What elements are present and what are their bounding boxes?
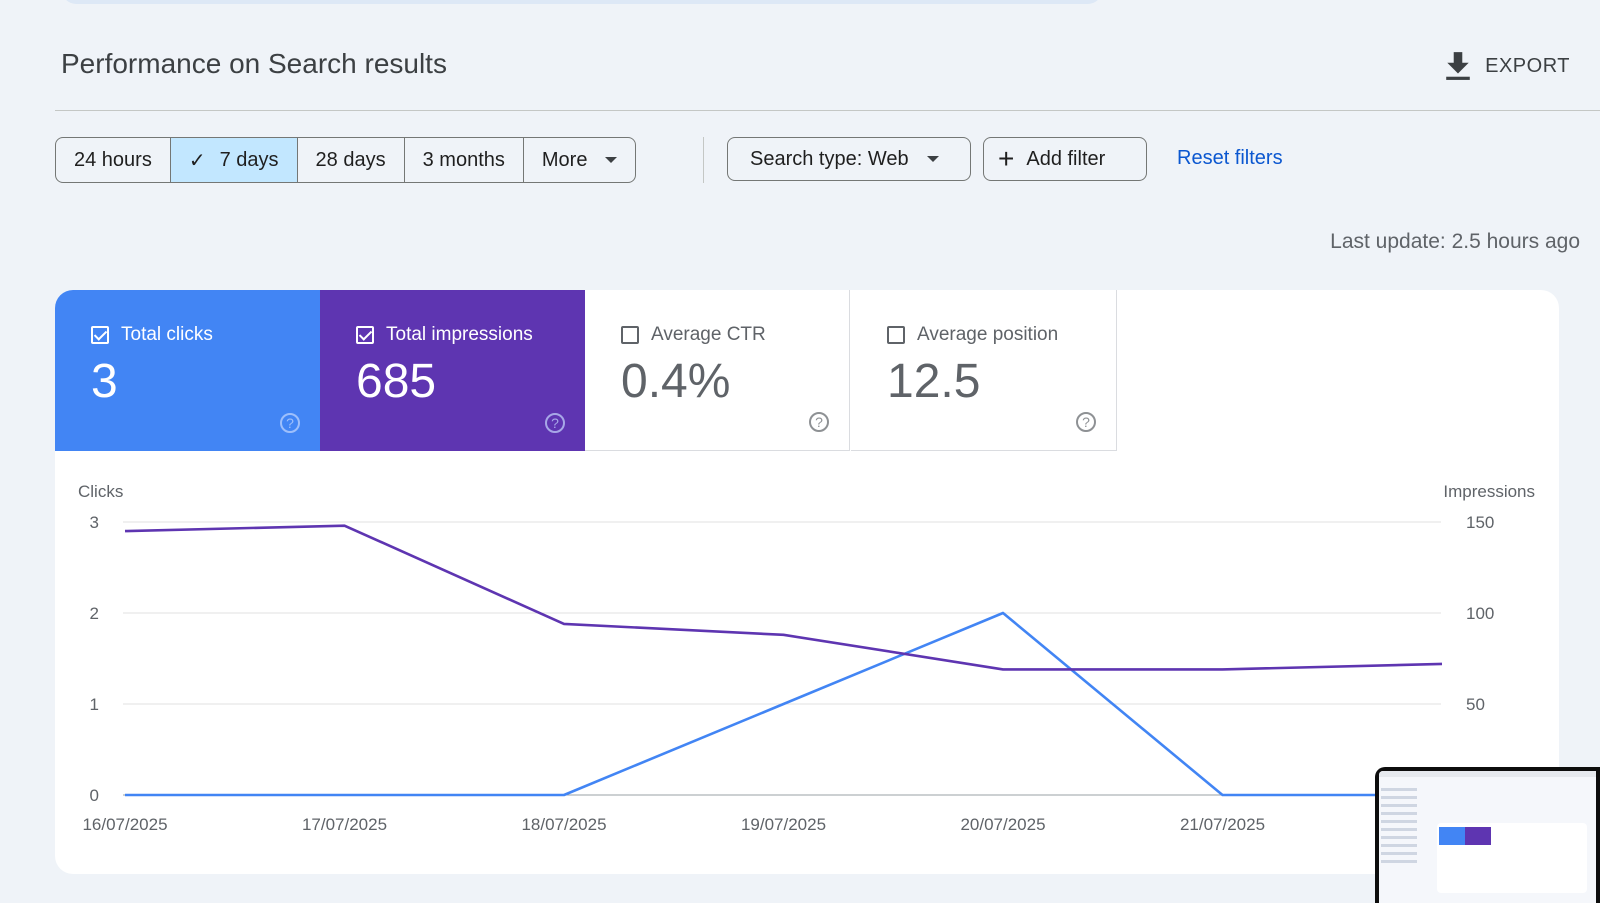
picture-in-picture-preview[interactable] <box>1375 767 1600 903</box>
page-title: Performance on Search results <box>61 48 447 79</box>
date-range-selector: 24 hours ✓ 7 days 28 days 3 months More <box>55 137 637 183</box>
export-label: EXPORT <box>1485 54 1570 77</box>
period-7-days[interactable]: ✓ 7 days <box>170 138 298 182</box>
y-tick-right: 50 <box>1466 695 1485 714</box>
preview-sidebar <box>1381 783 1431 903</box>
help-icon[interactable]: ? <box>545 413 565 433</box>
search-type-label: Search type: Web <box>750 147 909 170</box>
filter-separator <box>703 137 704 183</box>
search-type-dropdown[interactable]: Search type: Web <box>727 137 971 181</box>
add-filter-label: Add filter <box>1026 147 1106 170</box>
checkbox-checked-icon[interactable] <box>356 326 374 344</box>
period-24-hours[interactable]: 24 hours <box>56 138 171 182</box>
period-label: 28 days <box>315 148 386 171</box>
period-label: 7 days <box>219 148 279 171</box>
period-28-days[interactable]: 28 days <box>298 138 405 182</box>
y-tick-left: 3 <box>90 513 99 532</box>
help-icon[interactable]: ? <box>1076 412 1096 432</box>
y-tick-left: 0 <box>90 786 99 805</box>
dropdown-arrow-icon <box>926 156 939 162</box>
x-tick-label: 17/07/2025 <box>302 815 387 834</box>
x-tick-label: 16/07/2025 <box>82 815 167 834</box>
x-tick-label: 21/07/2025 <box>1180 815 1265 834</box>
x-tick-label: 19/07/2025 <box>741 815 826 834</box>
metric-total-impressions[interactable]: Total impressions 685 ? <box>320 290 585 451</box>
reset-filters-link[interactable]: Reset filters <box>1177 147 1283 169</box>
period-3-months[interactable]: 3 months <box>405 138 524 182</box>
help-icon[interactable]: ? <box>280 413 300 433</box>
period-more-dropdown[interactable]: More <box>524 138 636 182</box>
header-divider <box>55 110 1600 111</box>
export-button[interactable]: EXPORT <box>1445 48 1570 84</box>
preview-metric-impressions <box>1465 827 1491 845</box>
x-tick-label: 20/07/2025 <box>960 815 1045 834</box>
metric-value: 12.5 <box>887 355 981 408</box>
checkbox-unchecked-icon[interactable] <box>887 326 905 344</box>
period-label: 3 months <box>422 148 505 171</box>
help-icon[interactable]: ? <box>809 412 829 432</box>
y-tick-left: 2 <box>90 604 99 623</box>
y-axis-label-left: Clicks <box>78 482 123 501</box>
checkbox-unchecked-icon[interactable] <box>621 326 639 344</box>
metric-total-clicks[interactable]: Total clicks 3 ? <box>55 290 320 451</box>
preview-toolbar <box>1379 771 1596 777</box>
metric-label: Average CTR <box>651 324 766 345</box>
metric-label: Total clicks <box>121 324 213 345</box>
preview-thumbnail <box>1379 771 1596 903</box>
last-update-text: Last update: 2.5 hours ago <box>1330 230 1580 253</box>
preview-metric-clicks <box>1439 827 1465 845</box>
series-line-clicks <box>125 611 1442 797</box>
series-line-impressions <box>124 524 1443 671</box>
period-label: More <box>541 148 588 171</box>
metric-average-position[interactable]: Average position 12.5 ? <box>851 290 1117 451</box>
metric-average-ctr[interactable]: Average CTR 0.4% ? <box>585 290 850 451</box>
performance-chart: 0 1 2 3 50 100 150 Clicks Impressions 16/07/2025 1… <box>78 482 1535 834</box>
y-tick-left: 1 <box>90 695 99 714</box>
y-axis-label-right: Impressions <box>1443 482 1535 501</box>
metric-value: 0.4% <box>621 355 731 408</box>
y-tick-right: 100 <box>1466 604 1494 623</box>
period-label: 24 hours <box>74 148 152 171</box>
dropdown-arrow-icon <box>605 157 618 163</box>
check-icon: ✓ <box>188 149 206 172</box>
x-tick-label: 18/07/2025 <box>521 815 606 834</box>
metric-label: Total impressions <box>386 324 533 345</box>
performance-card: Total clicks 3 ? Total impressions 685 ?… <box>55 290 1559 874</box>
metric-value: 3 <box>91 355 118 408</box>
y-tick-right: 150 <box>1466 513 1494 532</box>
metric-value: 685 <box>356 355 437 408</box>
plus-icon: + <box>998 143 1015 174</box>
add-filter-button[interactable]: + Add filter <box>983 137 1147 181</box>
download-icon <box>1446 52 1470 80</box>
checkbox-checked-icon[interactable] <box>91 326 109 344</box>
metric-label: Average position <box>917 324 1059 345</box>
search-bar-edge <box>62 0 1102 4</box>
